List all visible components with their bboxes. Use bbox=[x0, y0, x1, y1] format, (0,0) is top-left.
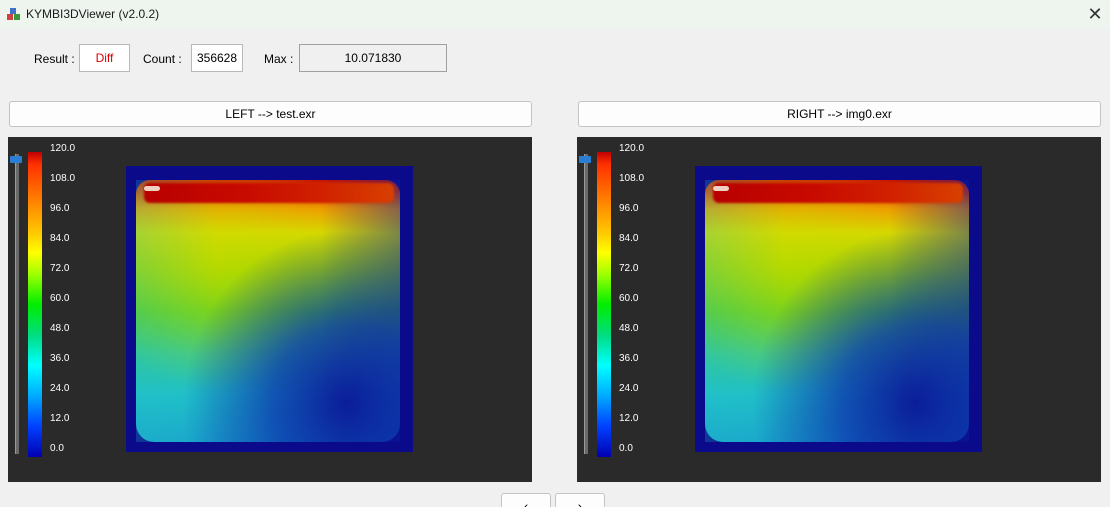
left-tick-12: 12.0 bbox=[50, 413, 70, 424]
result-field: Diff bbox=[79, 44, 130, 72]
right-slider-thumb[interactable] bbox=[579, 156, 591, 163]
count-field: 356628 bbox=[191, 44, 243, 72]
left-colorbar bbox=[28, 152, 42, 457]
left-tick-48: 48.0 bbox=[50, 323, 70, 334]
left-tick-0: 0.0 bbox=[50, 443, 64, 454]
left-file-button[interactable]: LEFT --> test.exr bbox=[9, 101, 532, 127]
left-tick-84: 84.0 bbox=[50, 233, 70, 244]
left-heatmap-saturated-spot bbox=[144, 186, 160, 191]
next-button[interactable]: › bbox=[555, 493, 605, 507]
right-tick-96: 96.0 bbox=[619, 203, 639, 214]
title-bar: KYMBI3DViewer (v2.0.2) ✕ bbox=[0, 0, 1110, 28]
count-label: Count : bbox=[143, 52, 182, 66]
left-viewer-panel[interactable]: 120.0 108.0 96.0 84.0 72.0 60.0 48.0 36.… bbox=[8, 137, 532, 482]
left-slider-thumb[interactable] bbox=[10, 156, 22, 163]
left-range-slider[interactable] bbox=[15, 154, 19, 454]
right-heatmap-hot-band bbox=[713, 183, 963, 203]
left-tick-120: 120.0 bbox=[50, 143, 76, 154]
right-viewer-panel[interactable]: 120.0 108.0 96.0 84.0 72.0 60.0 48.0 36.… bbox=[577, 137, 1101, 482]
left-tick-24: 24.0 bbox=[50, 383, 70, 394]
right-tick-36: 36.0 bbox=[619, 353, 639, 364]
right-file-button[interactable]: RIGHT --> img0.exr bbox=[578, 101, 1101, 127]
right-tick-72: 72.0 bbox=[619, 263, 639, 274]
right-tick-108: 108.0 bbox=[619, 173, 645, 184]
left-heatmap-hot-band bbox=[144, 183, 394, 203]
max-label: Max : bbox=[264, 52, 294, 66]
right-heatmap-image[interactable] bbox=[695, 166, 982, 452]
right-tick-84: 84.0 bbox=[619, 233, 639, 244]
right-range-slider[interactable] bbox=[584, 154, 588, 454]
left-tick-60: 60.0 bbox=[50, 293, 70, 304]
right-tick-0: 0.0 bbox=[619, 443, 633, 454]
max-field: 10.071830 bbox=[299, 44, 447, 72]
prev-button[interactable]: ‹ bbox=[501, 493, 551, 507]
right-colorbar bbox=[597, 152, 611, 457]
right-heatmap-saturated-spot bbox=[713, 186, 729, 191]
left-tick-96: 96.0 bbox=[50, 203, 70, 214]
right-tick-120: 120.0 bbox=[619, 143, 645, 154]
left-tick-36: 36.0 bbox=[50, 353, 70, 364]
window-title: KYMBI3DViewer (v2.0.2) bbox=[26, 7, 160, 21]
result-label: Result : bbox=[34, 52, 75, 66]
left-tick-108: 108.0 bbox=[50, 173, 76, 184]
close-icon[interactable]: ✕ bbox=[1087, 3, 1103, 24]
right-tick-24: 24.0 bbox=[619, 383, 639, 394]
right-heatmap-body bbox=[705, 180, 969, 442]
left-tick-72: 72.0 bbox=[50, 263, 70, 274]
right-tick-60: 60.0 bbox=[619, 293, 639, 304]
left-heatmap-image[interactable] bbox=[126, 166, 413, 452]
left-heatmap-body bbox=[136, 180, 400, 442]
right-tick-12: 12.0 bbox=[619, 413, 639, 424]
app-icon bbox=[7, 8, 20, 20]
right-tick-48: 48.0 bbox=[619, 323, 639, 334]
